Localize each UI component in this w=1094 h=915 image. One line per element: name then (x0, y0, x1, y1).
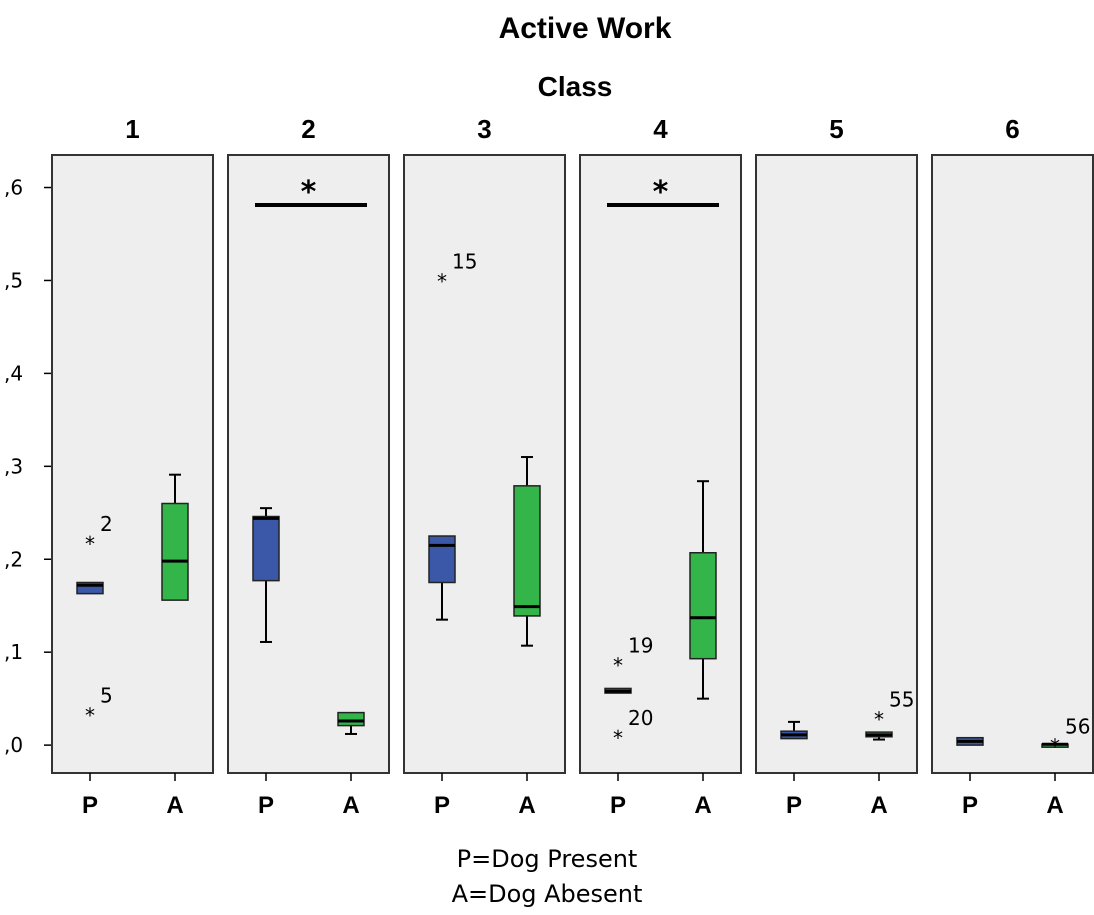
box-A (161, 473, 189, 601)
box-A (513, 456, 541, 647)
outlier-marker: * (437, 270, 447, 294)
panel-background (227, 154, 390, 774)
outlier-marker: * (85, 704, 95, 728)
box-P (780, 720, 808, 740)
outlier-marker: * (1050, 734, 1060, 758)
panel-2: 2 P A * (227, 114, 390, 819)
outlier-marker: * (613, 726, 623, 750)
panel-background (931, 154, 1094, 774)
box-A: *55 (865, 687, 914, 741)
panel-6: 6 P *56 A (931, 114, 1094, 819)
y-tick-label: ,5 (4, 268, 23, 292)
box-P: *19*20 (604, 634, 653, 750)
x-tick-label: A (342, 792, 359, 819)
legend-line-present: P=Dog Present (456, 845, 638, 873)
panel-label: 2 (301, 114, 315, 144)
box-iqr (689, 552, 717, 660)
panel-3: 3 *15 P A (403, 114, 566, 819)
panel-background (755, 154, 918, 774)
panel-1: 1*2*5P A (51, 114, 214, 819)
x-tick-label: A (518, 792, 535, 819)
x-tick-label: P (434, 792, 450, 819)
box-P: *2*5 (76, 512, 113, 728)
outlier-label: 56 (1065, 714, 1090, 738)
outlier-marker: * (85, 532, 95, 556)
box-A: *56 (1041, 714, 1090, 758)
panel-label: 4 (653, 114, 668, 144)
panel-label: 3 (477, 114, 491, 144)
chart-subtitle: Class (538, 71, 613, 102)
box-A (337, 711, 365, 735)
y-tick-label: ,3 (4, 454, 23, 478)
y-tick-label: ,1 (4, 640, 23, 664)
x-tick-label: P (786, 792, 802, 819)
panel-background (403, 154, 566, 774)
panel-background (51, 154, 214, 774)
panel-5: 5 P *55 A (755, 114, 918, 819)
box-P (956, 736, 984, 746)
boxplot-chart: Active Work Class ,0,1,2,3,4,5,6 1*2*5P A… (4, 12, 1094, 819)
box-iqr (76, 581, 104, 595)
outlier-label: 15 (452, 250, 477, 274)
x-tick-label: A (1046, 792, 1063, 819)
outlier-label: 20 (628, 706, 653, 730)
outlier-label: 5 (100, 684, 113, 708)
box-P: *15 (428, 250, 477, 621)
chart-title: Active Work (499, 12, 672, 45)
outlier-marker: * (874, 707, 884, 731)
x-tick-label: P (258, 792, 274, 819)
outlier-label: 55 (889, 687, 914, 711)
x-tick-label: A (166, 792, 183, 819)
box-iqr (513, 485, 541, 617)
box-P (252, 507, 280, 643)
panel-label: 1 (125, 114, 139, 144)
box-iqr (337, 711, 365, 727)
y-tick-label: ,2 (4, 547, 23, 571)
x-tick-label: P (962, 792, 978, 819)
panel-4: 4*19*20P A* (579, 114, 742, 819)
x-tick-label: P (610, 792, 626, 819)
box-iqr (428, 535, 456, 584)
x-tick-label: A (870, 792, 887, 819)
box-iqr (252, 515, 280, 582)
significance-marker: * (301, 175, 317, 210)
y-tick-label: ,6 (4, 176, 23, 200)
panel-label: 5 (829, 114, 843, 144)
box-A (689, 480, 717, 700)
panel-background (579, 154, 742, 774)
outlier-label: 2 (100, 512, 113, 536)
y-axis: ,0 ,1 ,2 ,3 ,4 ,5 ,6 (4, 176, 52, 757)
panel-label: 6 (1005, 114, 1019, 144)
significance-marker: * (653, 175, 669, 210)
y-tick-label: ,4 (4, 361, 23, 385)
x-tick-label: A (694, 792, 711, 819)
outlier-label: 19 (628, 634, 653, 658)
y-tick-label: ,0 (4, 733, 23, 757)
box-iqr (161, 502, 189, 601)
outlier-marker: * (613, 654, 623, 678)
legend-line-absent: A=Dog Abesent (451, 880, 643, 908)
x-tick-label: P (82, 792, 98, 819)
